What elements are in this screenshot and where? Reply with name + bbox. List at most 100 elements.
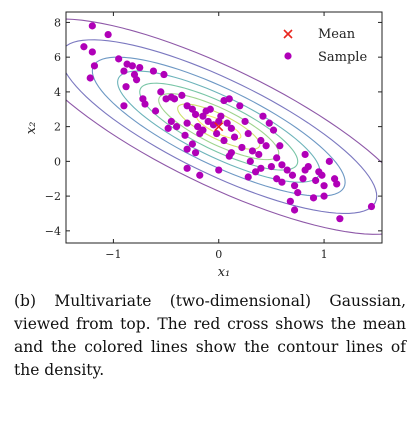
y-tick-label: −2 bbox=[45, 190, 61, 203]
sample-point bbox=[160, 70, 168, 79]
sample-point bbox=[225, 95, 233, 103]
sample-point bbox=[115, 55, 123, 63]
sample-point bbox=[183, 102, 191, 110]
sample-point bbox=[88, 48, 96, 56]
sample-point bbox=[141, 100, 149, 108]
sample-point bbox=[191, 149, 200, 157]
sample-point bbox=[128, 62, 136, 70]
sample-point bbox=[199, 112, 207, 120]
mean-cross-stroke bbox=[214, 122, 224, 132]
legend-sample-label: Sample bbox=[318, 50, 367, 65]
sample-point bbox=[241, 117, 249, 126]
sample-point bbox=[88, 22, 96, 30]
y-tick-label: 2 bbox=[54, 121, 61, 134]
sample-point bbox=[248, 147, 257, 155]
sample-point bbox=[262, 142, 270, 150]
legend-sample-icon bbox=[284, 52, 292, 60]
sample-point bbox=[301, 166, 309, 174]
sample-point bbox=[333, 180, 341, 188]
sample-point bbox=[336, 215, 344, 223]
sample-point bbox=[301, 150, 309, 159]
sample-point bbox=[215, 166, 223, 174]
sample-point bbox=[312, 176, 320, 185]
sample-point bbox=[320, 192, 328, 200]
sample-point bbox=[367, 202, 376, 211]
sample-point bbox=[230, 133, 239, 141]
sample-point bbox=[90, 62, 99, 70]
sample-point bbox=[162, 95, 170, 103]
sample-point bbox=[199, 126, 207, 134]
sample-point bbox=[181, 131, 189, 139]
x-axis-ticks: −1 0 1 bbox=[105, 12, 328, 261]
y-tick-label: 6 bbox=[54, 51, 61, 64]
sample-point bbox=[320, 182, 328, 190]
sample-point bbox=[288, 171, 297, 179]
sample-point bbox=[252, 168, 260, 176]
sample-point bbox=[196, 171, 204, 179]
sample-point bbox=[309, 194, 318, 202]
sample-point bbox=[183, 164, 191, 172]
y-axis-ticks: −4 −2 0 2 4 6 8 bbox=[45, 16, 382, 238]
sample-point bbox=[223, 119, 231, 127]
sample-point bbox=[204, 117, 212, 126]
sample-point bbox=[255, 150, 263, 159]
sample-point bbox=[188, 140, 196, 148]
figure-caption: (b) Multivariate (two-dimensional) Gauss… bbox=[14, 292, 406, 379]
sample-point bbox=[227, 124, 235, 132]
sample-point bbox=[170, 95, 179, 103]
sample-point bbox=[273, 154, 281, 162]
sample-point bbox=[278, 161, 286, 169]
contour-line bbox=[66, 39, 378, 215]
sample-point bbox=[120, 67, 128, 75]
sample-point bbox=[294, 189, 302, 197]
x-axis-label: x₁ bbox=[218, 265, 231, 280]
sample-point bbox=[236, 102, 244, 110]
sample-point bbox=[217, 112, 225, 120]
sample-point bbox=[246, 157, 254, 165]
legend: Mean Sample bbox=[283, 27, 367, 65]
sample-point bbox=[80, 43, 88, 51]
sample-point bbox=[283, 166, 291, 174]
y-tick-label: 4 bbox=[54, 86, 61, 99]
sample-point bbox=[244, 173, 252, 181]
sample-point bbox=[151, 107, 160, 115]
gaussian-contour-chart: −1 0 1 −4 −2 0 2 4 6 8 x₁ x₂ Mean Sample bbox=[24, 11, 383, 280]
sample-point bbox=[290, 206, 299, 214]
sample-point bbox=[183, 145, 191, 153]
sample-point bbox=[325, 157, 333, 165]
sample-point bbox=[167, 117, 175, 126]
y-tick-label: −4 bbox=[45, 225, 61, 238]
sample-point bbox=[136, 63, 144, 72]
x-tick-label: 0 bbox=[215, 248, 222, 261]
sample-points bbox=[80, 22, 376, 223]
mean-marker bbox=[214, 122, 224, 132]
sample-point bbox=[318, 171, 326, 179]
y-tick-label: 0 bbox=[54, 155, 61, 168]
sample-point bbox=[265, 119, 273, 127]
sample-point bbox=[259, 112, 267, 120]
y-axis-label: x₂ bbox=[24, 122, 39, 135]
x-tick-label: 1 bbox=[321, 248, 328, 261]
sample-point bbox=[273, 175, 281, 183]
sample-point bbox=[299, 175, 307, 183]
sample-point bbox=[86, 74, 94, 82]
plot-frame bbox=[65, 11, 383, 244]
sample-point bbox=[257, 164, 265, 172]
sample-point bbox=[104, 30, 112, 39]
sample-point bbox=[149, 67, 158, 75]
sample-point bbox=[276, 142, 284, 150]
sample-point bbox=[244, 129, 252, 138]
sample-point bbox=[191, 110, 200, 119]
legend-mean-icon bbox=[283, 29, 293, 39]
sample-point bbox=[290, 182, 299, 190]
sample-point bbox=[257, 136, 265, 145]
sample-point bbox=[267, 162, 275, 171]
sample-point bbox=[213, 129, 221, 138]
sample-point bbox=[206, 105, 214, 113]
sample-point bbox=[132, 76, 141, 84]
sample-point bbox=[220, 136, 228, 145]
contour-line bbox=[158, 93, 280, 161]
sample-point bbox=[227, 149, 235, 157]
sample-point bbox=[194, 123, 202, 131]
legend-mean-label: Mean bbox=[318, 27, 356, 42]
